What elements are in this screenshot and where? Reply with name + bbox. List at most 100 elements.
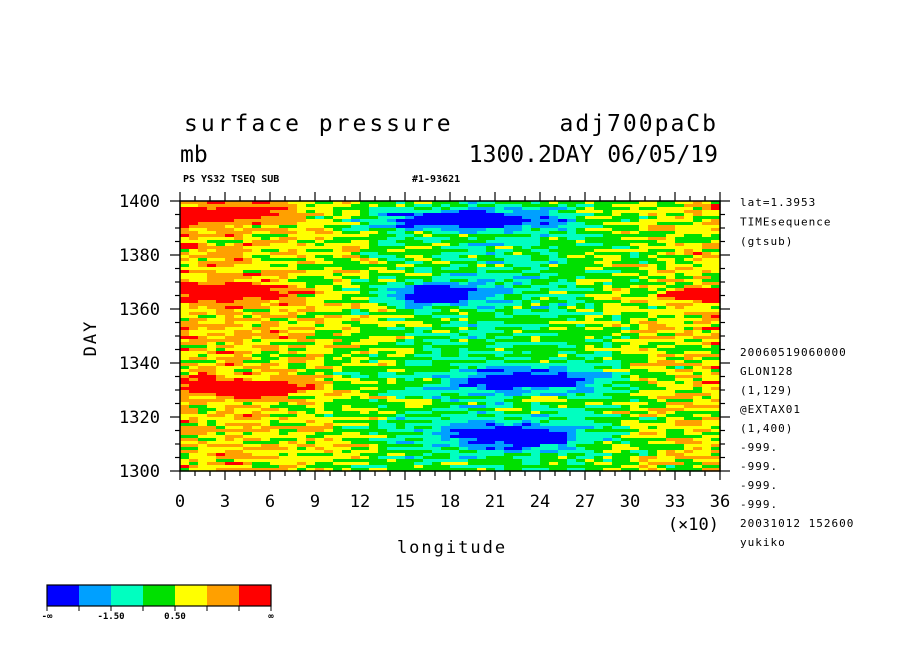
heatmap-cell [342,288,352,292]
heatmap-cell [387,261,397,265]
heatmap-cell [315,345,325,349]
heatmap-cell [504,447,514,451]
heatmap-cell [207,219,217,223]
heatmap-cell [567,207,577,211]
heatmap-cell [180,321,190,325]
heatmap-cell [297,309,307,313]
heatmap-cell [360,330,370,334]
heatmap-cell [225,387,235,391]
heatmap-cell [513,444,523,448]
heatmap-cell [252,255,262,259]
heatmap-cell [711,399,721,403]
heatmap-cell [648,213,658,217]
heatmap-cell [459,249,469,253]
heatmap-cell [261,279,271,283]
heatmap-cell [630,411,640,415]
heatmap-cell [414,348,424,352]
heatmap-cell [585,384,595,388]
heatmap-cell [684,306,694,310]
heatmap-cell [423,354,433,358]
heatmap-cell [657,369,667,373]
heatmap-cell [576,285,586,289]
heatmap-cell [405,432,415,436]
heatmap-cell [558,225,568,229]
heatmap-cell [198,216,208,220]
heatmap-cell [279,360,289,364]
heatmap-cell [432,402,442,406]
heatmap-cell [522,231,532,235]
heatmap-cell [279,201,289,205]
heatmap-cell [576,222,586,226]
heatmap-cell [207,201,217,205]
heatmap-cell [666,207,676,211]
heatmap-cell [360,297,370,301]
heatmap-cell [702,222,712,226]
heatmap-cell [270,357,280,361]
heatmap-cell [441,294,451,298]
heatmap-cell [216,372,226,376]
heatmap-cell [360,333,370,337]
heatmap-cell [225,264,235,268]
heatmap-cell [504,243,514,247]
heatmap-cell [504,432,514,436]
heatmap-cell [243,414,253,418]
heatmap-cell [684,444,694,448]
heatmap-cell [711,270,721,274]
heatmap-cell [477,441,487,445]
heatmap-cell [576,315,586,319]
heatmap-cell [702,375,712,379]
heatmap-cell [621,231,631,235]
heatmap-cell [252,282,262,286]
heatmap-cell [288,423,298,427]
heatmap-cell [324,429,334,433]
heatmap-cell [324,363,334,367]
heatmap-cell [405,264,415,268]
heatmap-cell [468,225,478,229]
heatmap-cell [495,441,505,445]
heatmap-cell [270,438,280,442]
heatmap-cell [432,225,442,229]
heatmap-cell [279,342,289,346]
heatmap-cell [243,366,253,370]
heatmap-cell [441,384,451,388]
heatmap-cell [459,414,469,418]
heatmap-cell [261,378,271,382]
heatmap-cell [612,441,622,445]
heatmap-cell [252,420,262,424]
heatmap-cell [414,276,424,280]
heatmap-cell [306,246,316,250]
heatmap-cell [396,429,406,433]
heatmap-cell [540,384,550,388]
heatmap-cell [576,210,586,214]
heatmap-cell [585,204,595,208]
heatmap-cell [288,219,298,223]
heatmap-cell [603,402,613,406]
heatmap-cell [189,207,199,211]
heatmap-cell [189,213,199,217]
heatmap-cell [657,387,667,391]
heatmap-cell [288,336,298,340]
heatmap-cell [216,273,226,277]
heatmap-cell [675,378,685,382]
heatmap-cell [198,201,208,205]
heatmap-cell [216,252,226,256]
heatmap-cell [405,204,415,208]
heatmap-cell [396,219,406,223]
heatmap-cell [351,390,361,394]
heatmap-cell [333,201,343,205]
heatmap-cell [225,216,235,220]
heatmap-cell [594,327,604,331]
heatmap-cell [684,441,694,445]
heatmap-cell [279,246,289,250]
heatmap-cell [477,231,487,235]
heatmap-cell [450,255,460,259]
heatmap-cell [675,297,685,301]
heatmap-cell [558,360,568,364]
heatmap-cell [621,318,631,322]
heatmap-cell [513,270,523,274]
heatmap-cell [540,285,550,289]
heatmap-cell [360,354,370,358]
heatmap-cell [495,357,505,361]
heatmap-cell [477,366,487,370]
heatmap-cell [621,369,631,373]
